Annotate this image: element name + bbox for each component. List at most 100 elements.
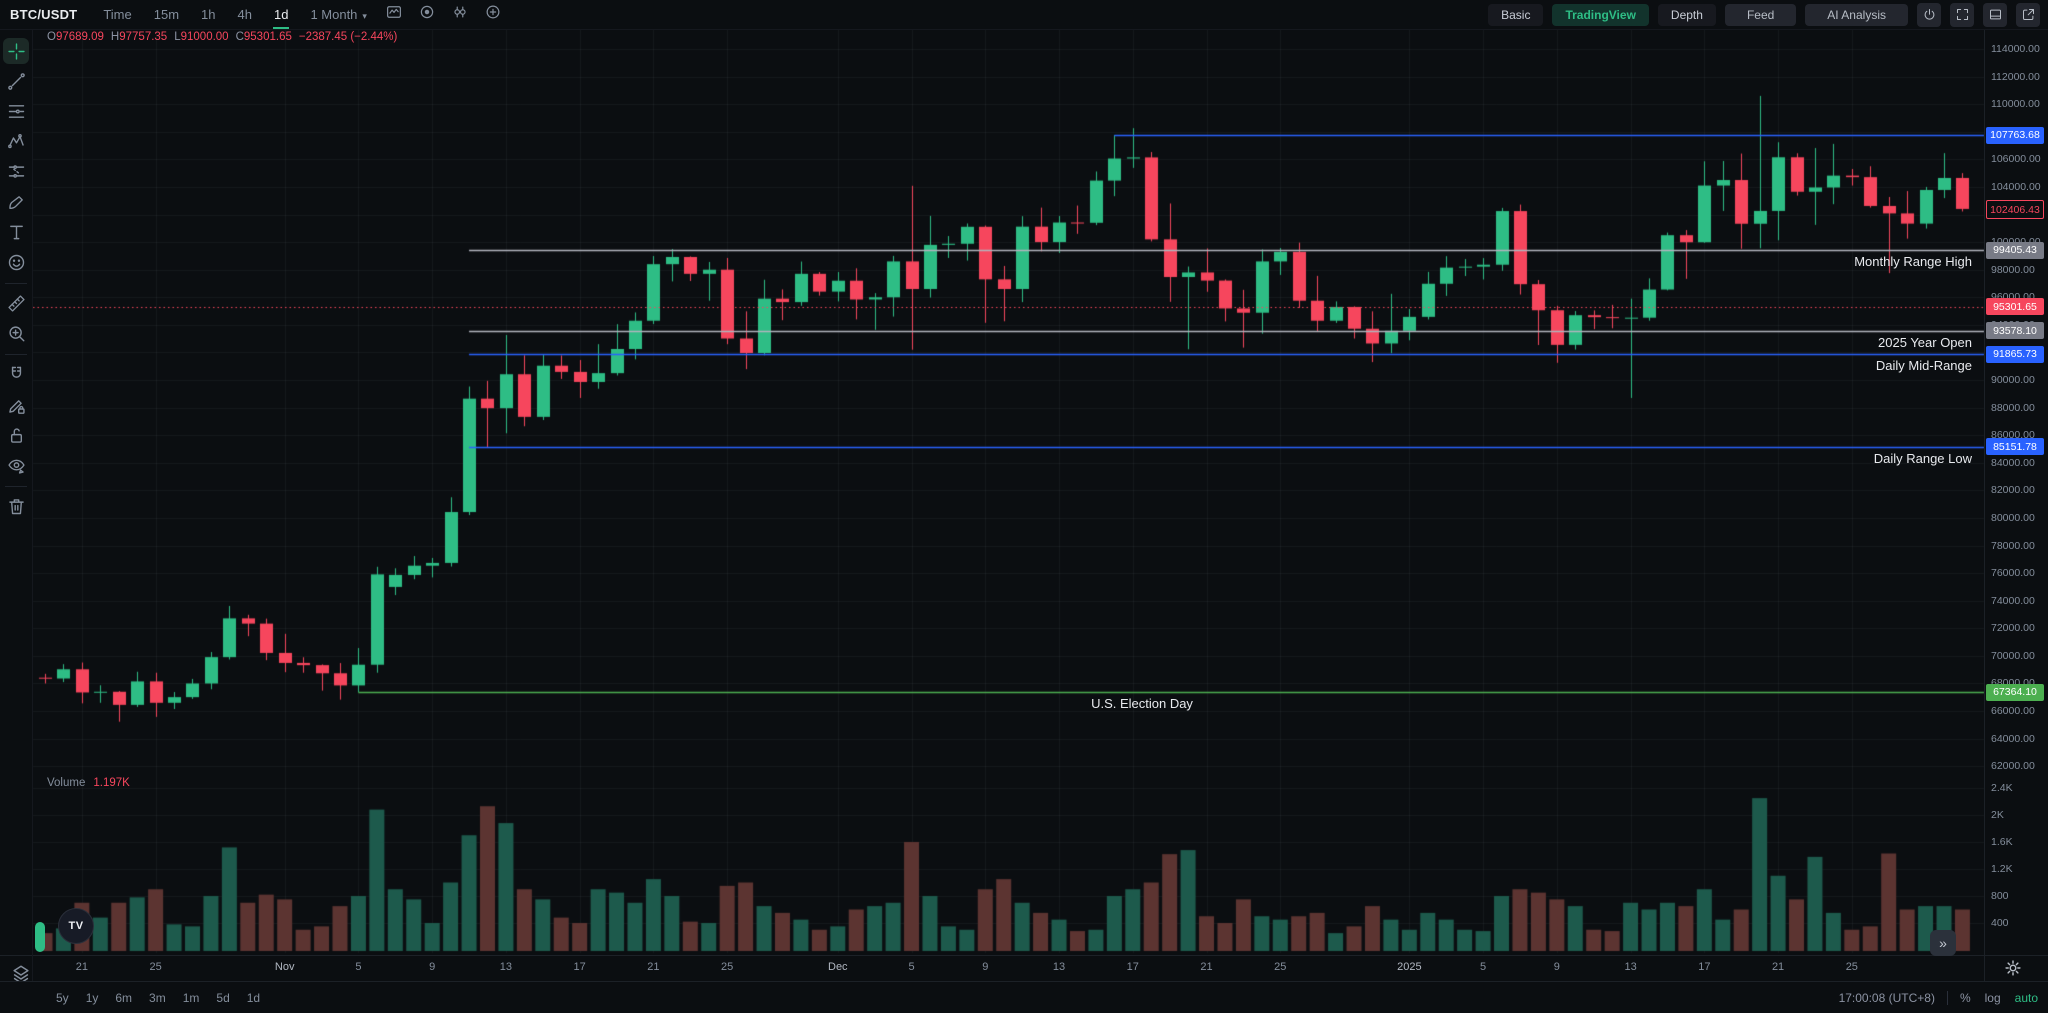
- time-tick: 25: [721, 961, 734, 973]
- time-tick: 2025: [1397, 961, 1422, 973]
- target-icon[interactable]: [418, 3, 436, 21]
- price-badge: 102406.43: [1986, 200, 2044, 220]
- price-badge: 91865.73: [1986, 345, 2044, 363]
- tool-zoom-in-icon[interactable]: [3, 321, 29, 347]
- change-value: −2387.45 (−2.44%): [298, 31, 398, 43]
- feed-button[interactable]: Feed: [1724, 3, 1797, 26]
- candles-icon[interactable]: [451, 3, 469, 21]
- collapse-button[interactable]: »: [1930, 930, 1956, 956]
- template-icon[interactable]: [385, 3, 403, 21]
- price-tick: 66000.00: [1991, 705, 2035, 718]
- price-tick: 80000.00: [1991, 511, 2035, 524]
- price-tick: 90000.00: [1991, 374, 2035, 387]
- tool-hide-drawings-icon[interactable]: [3, 453, 29, 479]
- toolbar-divider: [5, 485, 27, 487]
- time-tick: 5: [908, 961, 915, 973]
- share-icon[interactable]: [2016, 2, 2040, 27]
- scale-option-log[interactable]: log: [1984, 991, 2001, 1005]
- time-tick: 17: [573, 961, 586, 973]
- ohlc-value: 95301.65: [243, 31, 292, 43]
- power-icon[interactable]: [1917, 2, 1941, 27]
- price-tick: 98000.00: [1991, 263, 2035, 276]
- tool-trash-icon[interactable]: [3, 494, 29, 520]
- year-open-line-label[interactable]: 2025 Year Open: [1878, 334, 1972, 350]
- chart-tool-icons: [367, 3, 502, 26]
- volume-legend: Volume 1.197K: [47, 777, 130, 789]
- monthly-range-high-line-label[interactable]: Monthly Range High: [1854, 254, 1972, 270]
- time-tick: 9: [982, 961, 989, 973]
- timeframe-15m[interactable]: 15m: [153, 6, 180, 22]
- timeframe-1month[interactable]: 1 Month ▾: [310, 6, 367, 22]
- time-tick: 25: [1274, 961, 1287, 973]
- tool-trendline-icon[interactable]: [3, 68, 29, 94]
- tool-crosshair-icon[interactable]: [3, 38, 29, 65]
- top-toolbar: BTC/USDT Time 15m 1h 4h 1d 1 Month ▾ Basic Trad…: [0, 0, 2048, 30]
- tool-text-icon[interactable]: [3, 219, 29, 245]
- timeframe-4h[interactable]: 4h: [237, 6, 252, 22]
- volume-label: Volume: [47, 777, 86, 789]
- timeframe-time[interactable]: Time: [103, 6, 132, 22]
- timeframe-1d[interactable]: 1d: [273, 6, 289, 22]
- ohlc-value: 97689.09: [55, 31, 104, 43]
- tool-magnet-icon[interactable]: [3, 362, 29, 388]
- range-5d[interactable]: 5d: [216, 991, 230, 1005]
- tool-ruler-icon[interactable]: [3, 291, 29, 317]
- tradingview-watermark: TV: [58, 908, 94, 944]
- clock: 17:00:08 (UTC+8): [1838, 991, 1935, 1005]
- daily-mid-range-line-label[interactable]: Daily Mid-Range: [1875, 358, 1972, 374]
- price-badge: 95301.65: [1986, 298, 2044, 316]
- time-tick: 5: [355, 961, 362, 973]
- daily-range-low-line-label[interactable]: Daily Range Low: [1873, 450, 1972, 466]
- range-5y[interactable]: 5y: [56, 991, 69, 1005]
- tool-fib-retracement-icon[interactable]: [3, 98, 29, 124]
- tool-projection-icon[interactable]: [3, 159, 29, 185]
- tool-emoji-icon[interactable]: [3, 249, 29, 275]
- price-tick: 72000.00: [1991, 622, 2035, 635]
- toolbar-divider: [5, 282, 27, 284]
- ohlc-key: C: [235, 31, 244, 43]
- price-badge: 67364.10: [1986, 683, 2044, 701]
- range-1y[interactable]: 1y: [85, 991, 99, 1005]
- price-tick: 82000.00: [1991, 484, 2035, 497]
- settings-gear-icon[interactable]: [2002, 957, 2026, 981]
- range-buttons: 5y 1y 6m 3m 1m 5d 1d: [0, 989, 260, 1007]
- time-tick: 13: [499, 961, 513, 973]
- ohlc-value: 97757.35: [119, 31, 168, 43]
- view-tab-basic[interactable]: Basic: [1488, 3, 1544, 26]
- range-3m[interactable]: 3m: [149, 991, 166, 1005]
- range-1d[interactable]: 1d: [246, 991, 261, 1005]
- view-tab-depth[interactable]: Depth: [1657, 3, 1716, 26]
- tool-draw-lock-icon[interactable]: [3, 392, 29, 418]
- tool-xabcd-pattern-icon[interactable]: [3, 129, 29, 155]
- pane-handle[interactable]: [35, 922, 45, 952]
- timeframe-1h[interactable]: 1h: [201, 6, 216, 22]
- tool-brush-icon[interactable]: [3, 189, 29, 215]
- scale-option-auto[interactable]: auto: [2014, 991, 2038, 1005]
- price-tick: 112000.00: [1991, 70, 2040, 83]
- range-1m[interactable]: 1m: [182, 991, 200, 1005]
- divider: [1946, 991, 1948, 1005]
- range-6m[interactable]: 6m: [115, 991, 133, 1005]
- bottom-panel-icon[interactable]: [1983, 2, 2007, 27]
- tool-lock-icon[interactable]: [3, 422, 29, 448]
- time-tick: Dec: [828, 961, 848, 973]
- time-tick: 21: [75, 961, 88, 973]
- time-tick: 13: [1052, 961, 1066, 973]
- volume-tick: 1.6K: [1991, 836, 2013, 848]
- fullscreen-icon[interactable]: [1950, 2, 1974, 27]
- scale-option-percent[interactable]: %: [1959, 991, 1971, 1005]
- volume-value: 1.197K: [93, 777, 130, 789]
- plus-circle-icon[interactable]: [484, 3, 502, 21]
- volume-tick: 400: [1991, 917, 2009, 929]
- ohlc-key: L: [174, 31, 181, 43]
- ai-analysis-button[interactable]: AI Analysis: [1805, 3, 1908, 26]
- time-tick: 13: [1624, 961, 1637, 973]
- election-day-line-label[interactable]: U.S. Election Day: [1091, 696, 1193, 712]
- volume-tick: 2.4K: [1991, 782, 2013, 794]
- time-tick: 21: [1200, 961, 1213, 973]
- price-tick: 62000.00: [1991, 760, 2035, 773]
- price-tick: 78000.00: [1991, 539, 2035, 552]
- price-tick: 106000.00: [1991, 153, 2041, 166]
- view-tab-tradingview[interactable]: TradingView: [1552, 3, 1649, 26]
